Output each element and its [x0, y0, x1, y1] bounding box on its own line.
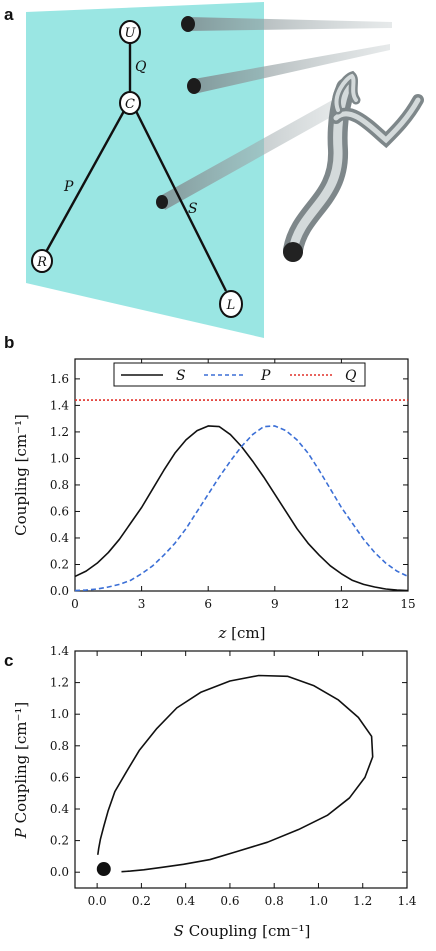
node-label-c: C: [125, 97, 135, 112]
y-axis-unit-c: Coupling [cm⁻¹]: [12, 702, 30, 828]
panel-label-a: a: [4, 5, 14, 24]
chart-c-y-tick-label: 0.0: [50, 865, 69, 879]
tube-left-highlight: [288, 83, 351, 255]
chart-c-y-tick-label: 0.6: [50, 770, 69, 784]
edge-label-q: Q: [135, 59, 147, 75]
chart-c-start-marker: [96, 862, 111, 877]
edge-label-p: P: [63, 179, 74, 195]
node-r: R: [31, 249, 53, 273]
chart-b-y-tick-label: 0.8: [50, 478, 69, 492]
tube-top-highlight: [334, 73, 358, 112]
beam-end-lower: [156, 195, 168, 209]
x-axis-unit-b: [cm]: [226, 624, 265, 642]
chart-c-series-line-0: [97, 674, 374, 873]
x-ticks-b: 0 3 6 9 12 15: [71, 359, 416, 611]
chart-c-y-tick-label: 1.2: [50, 676, 69, 690]
chart-b-y-tick-label: 0.6: [50, 504, 69, 518]
edge-cl: [134, 110, 228, 292]
chart-b-x-tick-label: 6: [204, 597, 212, 611]
edge-cr: [44, 110, 126, 253]
node-l: L: [219, 290, 243, 318]
legend-label-p: P: [260, 368, 271, 384]
chart-b-x-tick-label: 9: [271, 597, 279, 611]
node-c: C: [119, 91, 141, 115]
panel-c: c 0.0 0.2 0.4 0.6 0.8 1.0 1.2 1.4 0.00.20.40.60…: [4, 644, 417, 940]
chart-c-x-tick-label: 0.2: [132, 894, 151, 908]
chart-b-y-tick-label: 0.4: [50, 531, 69, 545]
chart-b-x-tick-label: 3: [138, 597, 146, 611]
x-ticks-c: 0.0 0.2 0.4 0.6 0.8 1.0 1.2 1.4: [88, 651, 417, 908]
chart-c-x-tick-label: 1.2: [353, 894, 372, 908]
edge-label-s: S: [188, 201, 198, 217]
chart-b-y-tick-label: 1.2: [50, 425, 69, 439]
chart-c-y-tick-label: 1.4: [50, 644, 69, 658]
node-u: U: [119, 20, 141, 44]
chart-c-x-tick-label: 1.4: [397, 894, 416, 908]
plot-frame-c: [74, 650, 408, 889]
chart-b-y-tick-label: 1.6: [50, 372, 69, 386]
beam-end-middle: [187, 78, 201, 94]
waveguide-tubes: [283, 70, 424, 262]
y-axis-label-b: Coupling [cm⁻¹]: [12, 414, 30, 536]
panel-label-c: c: [4, 651, 13, 670]
node-label-l: L: [226, 298, 236, 313]
chart-c-x-tick-label: 0.4: [176, 894, 195, 908]
chart-c-y-tick-label: 0.4: [50, 802, 69, 816]
beam-middle: [194, 44, 390, 94]
chart-c-x-tick-label: 0.6: [220, 894, 239, 908]
x-axis-label-c: S Coupling [cm⁻¹]: [174, 922, 311, 940]
chart-b-y-tick-label: 0.0: [50, 584, 69, 598]
y-axis-symbol-c: P: [12, 827, 30, 839]
beam-lower: [160, 98, 340, 210]
chart-c-x-tick-label: 1.0: [309, 894, 328, 908]
x-axis-label-b: z [cm]: [217, 624, 265, 642]
y-ticks-c: 0.0 0.2 0.4 0.6 0.8 1.0 1.2 1.4: [50, 644, 407, 879]
node-label-u: U: [125, 26, 137, 41]
chart-b-y-tick-label: 0.2: [50, 557, 69, 571]
chart-b-series-line-p: [74, 425, 409, 592]
chart-b-y-tick-label: 1.4: [50, 398, 69, 412]
waveguide-beams: [156, 16, 392, 210]
panel-label-b: b: [4, 333, 14, 352]
beam-upper: [188, 17, 392, 31]
beam-end-upper: [181, 16, 195, 32]
tube-end-left: [283, 242, 303, 262]
series-b: [74, 399, 409, 592]
node-label-r: R: [36, 255, 47, 270]
chart-b-y-tick-label: 1.0: [50, 451, 69, 465]
chart-c-y-tick-label: 0.8: [50, 739, 69, 753]
chart-b-x-tick-label: 12: [334, 597, 349, 611]
legend-label-s: S: [176, 368, 186, 384]
chart-c-y-tick-label: 1.0: [50, 707, 69, 721]
graph-edges: [44, 42, 228, 292]
legend-label-q: Q: [345, 368, 357, 384]
x-axis-unit-c: Coupling [cm⁻¹]: [184, 922, 310, 940]
chart-c-y-tick-label: 0.2: [50, 834, 69, 848]
x-axis-symbol-c: S: [174, 922, 184, 940]
chart-c-x-tick-label: 0.0: [88, 894, 107, 908]
plot-frame-b: [74, 358, 409, 592]
panel-b: b 0 3 6 9 12 15 0.0 0.2 0.4 0.6 0.8 1.0 1.2 1.4 1.6 S…: [4, 333, 416, 642]
chart-c-x-tick-label: 0.8: [265, 894, 284, 908]
x-axis-symbol-b: z: [217, 624, 226, 642]
y-axis-label-c: P Coupling [cm⁻¹]: [12, 702, 30, 840]
y-ticks-b: 0.0 0.2 0.4 0.6 0.8 1.0 1.2 1.4 1.6: [50, 372, 408, 598]
panel-a: a U: [4, 2, 424, 338]
chart-b-x-tick-label: 0: [71, 597, 79, 611]
legend-b: S P Q: [113, 362, 366, 387]
chart-b-x-tick-label: 15: [400, 597, 415, 611]
tube-right-highlight: [333, 97, 421, 144]
series-c: [96, 674, 374, 877]
chart-b-series-line-s: [74, 425, 409, 592]
